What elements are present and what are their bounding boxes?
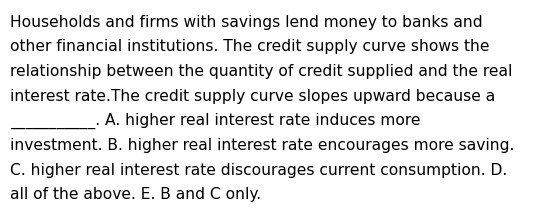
Text: other financial institutions. The credit supply curve shows the: other financial institutions. The credit… [10, 39, 489, 54]
Text: relationship between the quantity of credit supplied and the real: relationship between the quantity of cre… [10, 64, 512, 79]
Text: all of the above. E. B and C only.: all of the above. E. B and C only. [10, 187, 261, 202]
Text: Households and firms with savings lend money to banks and: Households and firms with savings lend m… [10, 15, 483, 30]
Text: investment. B. higher real interest rate encourages more saving.: investment. B. higher real interest rate… [10, 138, 514, 153]
Text: ___________. A. higher real interest rate induces more: ___________. A. higher real interest rat… [10, 113, 421, 130]
Text: C. higher real interest rate discourages current consumption. D.: C. higher real interest rate discourages… [10, 163, 507, 178]
Text: interest rate.The credit supply curve slopes upward because a: interest rate.The credit supply curve sl… [10, 89, 496, 104]
